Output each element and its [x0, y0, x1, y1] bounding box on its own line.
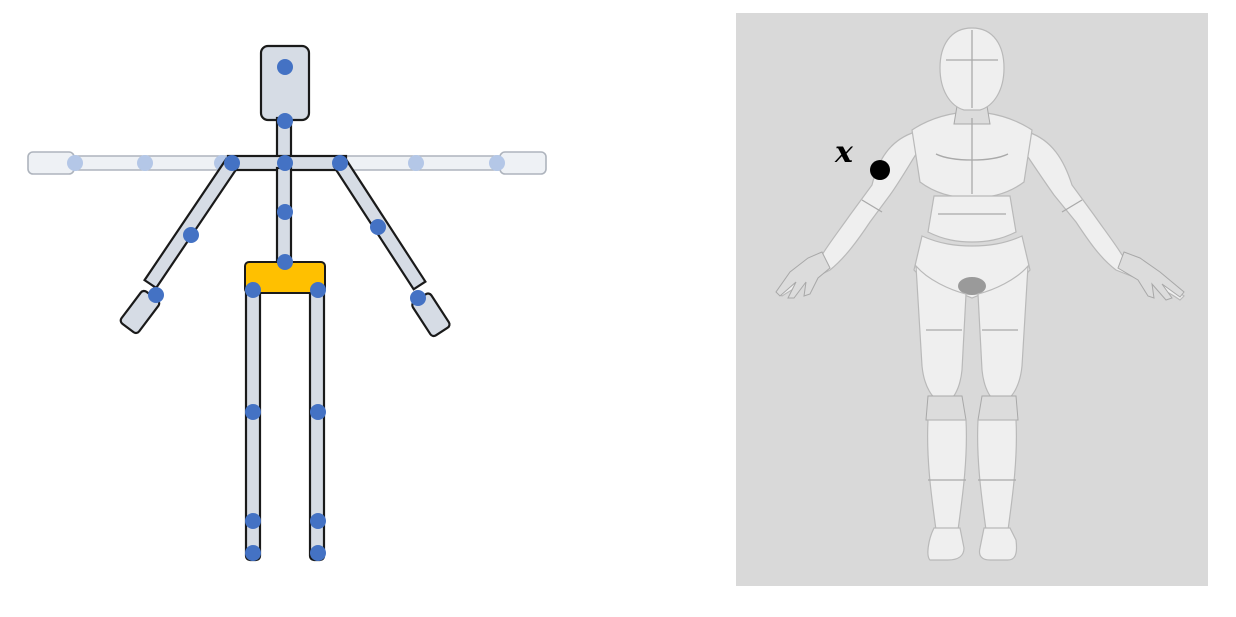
left-shin-mesh [927, 419, 967, 531]
joint [183, 227, 199, 243]
skeleton-rig [27, 44, 547, 562]
right-thigh-mesh [977, 264, 1029, 405]
joint [310, 545, 326, 561]
mesh-panel: x [736, 13, 1208, 586]
left-knee-mesh [925, 395, 967, 421]
right-arm [332, 157, 451, 338]
joint [310, 282, 326, 298]
joint [148, 287, 164, 303]
joint [277, 59, 293, 75]
crotch-shadow [958, 277, 986, 295]
joint [370, 219, 386, 235]
mesh-crease [935, 153, 1009, 161]
left-hand-mesh [775, 251, 831, 299]
joint [245, 513, 261, 529]
left-foot-mesh [927, 527, 965, 561]
joint [277, 113, 293, 129]
joint [245, 404, 261, 420]
mesh-crease [1061, 199, 1083, 213]
ghost-right-hand [499, 151, 547, 175]
marker-point [870, 160, 890, 180]
right-shin-mesh [977, 419, 1017, 531]
right-arm-mesh [1021, 131, 1185, 301]
ghost-joint [67, 155, 83, 171]
mesh-crease [861, 199, 883, 213]
joint [310, 404, 326, 420]
ghost-joint [408, 155, 424, 171]
abdomen-mesh [927, 195, 1017, 243]
left-upper-arm-bone [143, 157, 240, 290]
joint [245, 545, 261, 561]
right-hand-mesh [1117, 251, 1185, 301]
ghost-joint [137, 155, 153, 171]
joint [410, 290, 426, 306]
joint [277, 204, 293, 220]
joint [277, 155, 293, 171]
joints [148, 59, 426, 561]
marker-label: x [834, 135, 854, 170]
joint [245, 282, 261, 298]
head-bone [259, 44, 311, 122]
humanoid-mesh [775, 27, 1185, 561]
joint [310, 513, 326, 529]
joint [224, 155, 240, 171]
right-knee-mesh [977, 395, 1019, 421]
joint [332, 155, 348, 171]
right-foot-mesh [978, 527, 1018, 561]
ghost-joint [489, 155, 505, 171]
left-arm [119, 157, 240, 335]
left-thigh-mesh [915, 264, 967, 405]
joint [277, 254, 293, 270]
